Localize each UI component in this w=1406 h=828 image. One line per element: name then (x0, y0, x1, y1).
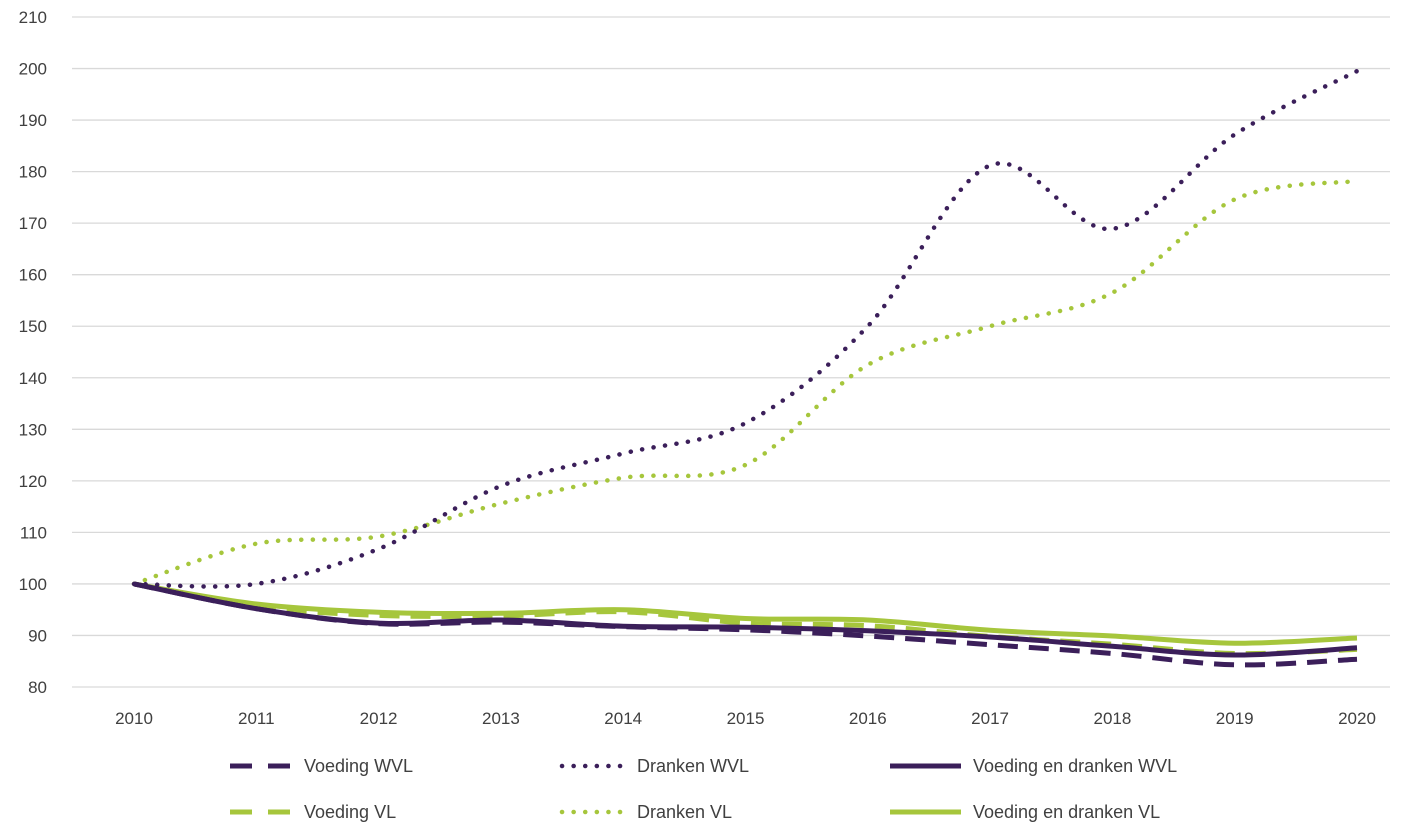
y-axis-ticks: 80 90 100 110 120 130 140 150 160 170 180 190 200 210 (19, 8, 47, 697)
x-tick-label: 2010 (115, 709, 153, 728)
legend-label: Voeding en dranken WVL (973, 756, 1177, 776)
y-tick-label: 170 (19, 214, 47, 233)
x-axis-ticks: 2010 2011 2012 2013 2014 2015 2016 2017 2018 2019… (115, 709, 1376, 728)
x-tick-label: 2013 (482, 709, 520, 728)
y-tick-label: 180 (19, 163, 47, 182)
series-line-dranken-vl (131, 178, 1360, 587)
x-tick-label: 2016 (849, 709, 887, 728)
y-tick-label: 160 (19, 266, 47, 285)
legend-label: Voeding en dranken VL (973, 802, 1160, 822)
y-tick-label: 120 (19, 472, 47, 491)
x-tick-label: 2018 (1093, 709, 1131, 728)
series-lines (131, 68, 1360, 668)
legend: Voeding WVL Dranken WVL Voeding en dranken… (230, 756, 1177, 822)
legend-label: Dranken WVL (637, 756, 749, 776)
gridlines (72, 16, 1390, 688)
x-tick-label: 2020 (1338, 709, 1376, 728)
series-line-dranken-wvl (131, 68, 1360, 589)
x-tick-label: 2014 (604, 709, 642, 728)
x-tick-label: 2012 (360, 709, 398, 728)
y-tick-label: 90 (28, 626, 47, 645)
y-tick-label: 200 (19, 60, 47, 79)
y-tick-label: 110 (20, 523, 47, 542)
series-line-voeding-en-dranken-wvl (133, 581, 1358, 658)
x-tick-label: 2017 (971, 709, 1009, 728)
y-tick-label: 140 (19, 369, 47, 388)
x-tick-label: 2011 (238, 709, 275, 728)
y-tick-label: 190 (19, 111, 47, 130)
x-tick-label: 2019 (1216, 709, 1254, 728)
x-tick-label: 2015 (727, 709, 765, 728)
y-tick-label: 210 (19, 8, 47, 27)
y-tick-label: 150 (19, 317, 47, 336)
y-tick-label: 130 (19, 420, 47, 439)
series-line-voeding-en-dranken-vl (133, 581, 1358, 646)
legend-label: Dranken VL (637, 802, 732, 822)
legend-label: Voeding WVL (304, 756, 413, 776)
y-tick-label: 100 (19, 575, 47, 594)
y-tick-label: 80 (28, 678, 47, 697)
legend-label: Voeding VL (304, 802, 396, 822)
